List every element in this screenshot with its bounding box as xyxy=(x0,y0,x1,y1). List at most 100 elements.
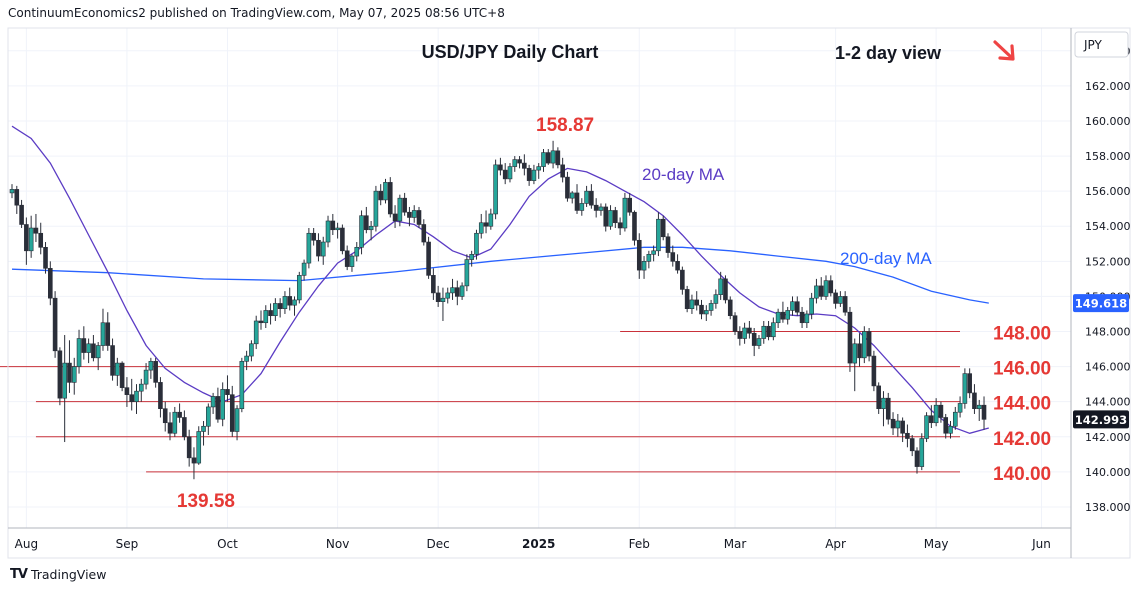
candle-body xyxy=(459,285,465,297)
candle xyxy=(794,296,800,316)
candle-body xyxy=(335,227,340,231)
candle xyxy=(555,147,561,169)
candle-body xyxy=(627,197,632,213)
candle xyxy=(148,357,154,379)
candle-body xyxy=(818,285,824,297)
y-tick-label: 138.000 xyxy=(1085,501,1131,514)
candle xyxy=(560,157,565,183)
candle xyxy=(550,140,556,169)
candle-body xyxy=(253,320,259,345)
candle xyxy=(536,163,542,179)
y-tick-label: 144.000 xyxy=(1085,396,1131,409)
y-tick-label: 140.000 xyxy=(1085,466,1131,479)
candle xyxy=(919,433,925,471)
candle-body xyxy=(541,152,546,167)
candle-body xyxy=(526,168,532,181)
extreme-label: 139.58 xyxy=(177,491,235,512)
candle xyxy=(574,184,580,214)
candle xyxy=(981,396,987,430)
candle-body xyxy=(747,327,752,334)
candle-body xyxy=(560,164,565,178)
candle xyxy=(933,398,939,427)
price-badge: 142.993 xyxy=(1073,410,1129,429)
candle xyxy=(838,291,843,307)
candle-body xyxy=(263,310,269,324)
support-resistance-levels: 148.00 146.00 144.00 142.00 140.00 xyxy=(0,324,1051,485)
candle-body xyxy=(182,417,187,438)
candle-body xyxy=(498,164,503,171)
candle-body xyxy=(387,182,393,215)
candle-body xyxy=(455,287,460,297)
footer-brand[interactable]: TV TradingView xyxy=(10,567,106,582)
candle-body xyxy=(158,382,163,410)
candle xyxy=(646,250,652,269)
candle xyxy=(507,163,513,183)
candle-body xyxy=(857,343,862,359)
candle xyxy=(306,228,312,269)
candle-body xyxy=(378,190,383,201)
candle-body xyxy=(933,404,939,424)
candle-body xyxy=(905,432,910,439)
axes: 138.000 140.000 142.000 144.000 146.000 148.0… xyxy=(7,27,1131,559)
candle xyxy=(632,210,637,246)
candle-body xyxy=(823,280,829,297)
candle-body xyxy=(488,213,494,227)
candle-body xyxy=(929,415,934,424)
candle-body xyxy=(952,411,958,427)
candle-body xyxy=(105,322,111,346)
candles xyxy=(9,140,987,480)
candle xyxy=(378,184,383,206)
candle xyxy=(81,326,87,360)
level-label: 144.00 xyxy=(993,394,1051,415)
candle xyxy=(603,203,609,232)
candle xyxy=(19,199,24,228)
y-tick-label: 162.000 xyxy=(1085,80,1131,93)
candle xyxy=(330,213,336,236)
candle-body xyxy=(100,322,106,346)
candle xyxy=(354,242,360,262)
candle xyxy=(172,406,178,437)
candle-body xyxy=(186,436,192,459)
candle-body xyxy=(110,345,115,376)
candle-body xyxy=(522,162,527,169)
candle xyxy=(967,368,972,399)
currency-label: JPY xyxy=(1083,38,1103,52)
candle-body xyxy=(794,301,800,313)
x-tick-label: Nov xyxy=(326,537,349,551)
candle-body xyxy=(368,225,374,231)
candle-body xyxy=(234,408,240,432)
usdjpy-daily-chart[interactable]: 148.00 146.00 144.00 142.00 140.00 20-day MA… xyxy=(0,0,1143,560)
candle-body xyxy=(119,362,125,388)
candle-body xyxy=(62,362,67,399)
candle-body xyxy=(364,215,369,231)
candle xyxy=(660,215,666,241)
candle-body xyxy=(550,150,556,164)
price-badge-label: 149.618 xyxy=(1075,297,1127,311)
candle xyxy=(541,149,546,172)
candle xyxy=(565,171,570,202)
candle-body xyxy=(684,289,690,310)
y-tick-label: 152.000 xyxy=(1085,255,1131,268)
candle xyxy=(450,278,455,300)
candle-body xyxy=(206,406,211,427)
candle xyxy=(833,289,838,309)
candle xyxy=(33,213,39,243)
candle-body xyxy=(325,220,331,243)
candle xyxy=(756,335,762,350)
candle xyxy=(239,357,245,413)
candle xyxy=(287,287,293,311)
ma20-line xyxy=(11,125,989,434)
candle-body xyxy=(742,327,747,339)
candle xyxy=(579,198,585,216)
candle xyxy=(182,410,187,441)
candle xyxy=(206,403,211,436)
candle-body xyxy=(239,361,245,410)
candle-body xyxy=(617,222,623,229)
candle xyxy=(804,310,810,328)
candle-body xyxy=(804,313,810,324)
candle-body xyxy=(723,278,728,301)
candle-body xyxy=(584,190,589,204)
candle-body xyxy=(622,197,628,229)
chart-title: USD/JPY Daily Chart xyxy=(422,42,599,62)
candle-body xyxy=(938,404,944,418)
